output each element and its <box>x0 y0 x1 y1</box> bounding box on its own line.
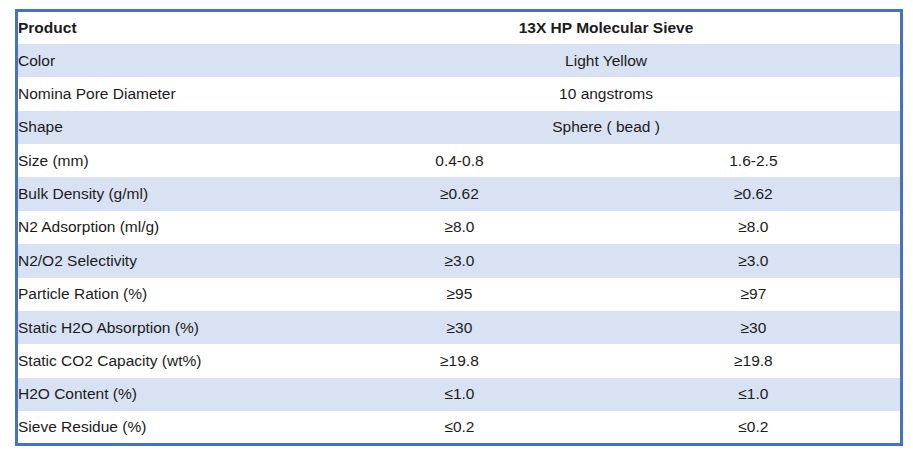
row-label-bulk-density: Bulk Density (g/ml) <box>17 177 313 210</box>
row-value-n2-o2-selectivity-2: ≥3.0 <box>607 244 902 277</box>
table-row-n2-o2-selectivity: N2/O2 Selectivity ≥3.0 ≥3.0 <box>17 244 902 277</box>
row-label-particle-ration: Particle Ration (%) <box>17 278 313 311</box>
table-row-static-h2o-absorption: Static H2O Absorption (%) ≥30 ≥30 <box>17 311 902 344</box>
row-value-size-large: 1.6-2.5 <box>607 144 902 177</box>
page: Product 13X HP Molecular Sieve Color Lig… <box>0 0 913 462</box>
row-label-sieve-residue: Sieve Residue (%) <box>17 411 313 445</box>
row-label-color: Color <box>17 44 313 77</box>
row-value-bulk-density-1: ≥0.62 <box>312 177 607 210</box>
row-label-size: Size (mm) <box>17 144 313 177</box>
row-value-static-h2o-absorption-2: ≥30 <box>607 311 902 344</box>
table-row-bulk-density: Bulk Density (g/ml) ≥0.62 ≥0.62 <box>17 177 902 210</box>
spec-table: Product 13X HP Molecular Sieve Color Lig… <box>15 9 903 446</box>
table-row-static-co2-capacity: Static CO2 Capacity (wt%) ≥19.8 ≥19.8 <box>17 344 902 377</box>
row-value-n2-adsorption-2: ≥8.0 <box>607 211 902 244</box>
row-value-static-h2o-absorption-1: ≥30 <box>312 311 607 344</box>
table-row-h2o-content: H2O Content (%) ≤1.0 ≤1.0 <box>17 378 902 411</box>
row-value-sieve-residue-1: ≤0.2 <box>312 411 607 445</box>
row-value-particle-ration-2: ≥97 <box>607 278 902 311</box>
row-label-shape: Shape <box>17 111 313 144</box>
row-label-product: Product <box>17 11 313 44</box>
table-row-product: Product 13X HP Molecular Sieve <box>17 11 902 44</box>
table-row-size: Size (mm) 0.4-0.8 1.6-2.5 <box>17 144 902 177</box>
row-value-size-small: 0.4-0.8 <box>312 144 607 177</box>
row-value-shape: Sphere ( bead ) <box>312 111 901 144</box>
row-value-color: Light Yellow <box>312 44 901 77</box>
row-value-static-co2-capacity-1: ≥19.8 <box>312 344 607 377</box>
row-value-product: 13X HP Molecular Sieve <box>312 11 901 44</box>
table-row-sieve-residue: Sieve Residue (%) ≤0.2 ≤0.2 <box>17 411 902 445</box>
table-row-shape: Shape Sphere ( bead ) <box>17 111 902 144</box>
row-label-static-co2-capacity: Static CO2 Capacity (wt%) <box>17 344 313 377</box>
table-row-n2-adsorption: N2 Adsorption (ml/g) ≥8.0 ≥8.0 <box>17 211 902 244</box>
row-label-pore-diameter: Nomina Pore Diameter <box>17 77 313 110</box>
row-label-h2o-content: H2O Content (%) <box>17 378 313 411</box>
row-value-static-co2-capacity-2: ≥19.8 <box>607 344 902 377</box>
row-label-n2-adsorption: N2 Adsorption (ml/g) <box>17 211 313 244</box>
row-value-pore-diameter: 10 angstroms <box>312 77 901 110</box>
row-value-h2o-content-1: ≤1.0 <box>312 378 607 411</box>
row-value-sieve-residue-2: ≤0.2 <box>607 411 902 445</box>
row-value-n2-adsorption-1: ≥8.0 <box>312 211 607 244</box>
row-value-h2o-content-2: ≤1.0 <box>607 378 902 411</box>
row-value-particle-ration-1: ≥95 <box>312 278 607 311</box>
table-row-particle-ration: Particle Ration (%) ≥95 ≥97 <box>17 278 902 311</box>
row-label-static-h2o-absorption: Static H2O Absorption (%) <box>17 311 313 344</box>
row-label-n2-o2-selectivity: N2/O2 Selectivity <box>17 244 313 277</box>
table-row-pore-diameter: Nomina Pore Diameter 10 angstroms <box>17 77 902 110</box>
row-value-bulk-density-2: ≥0.62 <box>607 177 902 210</box>
table-row-color: Color Light Yellow <box>17 44 902 77</box>
row-value-n2-o2-selectivity-1: ≥3.0 <box>312 244 607 277</box>
